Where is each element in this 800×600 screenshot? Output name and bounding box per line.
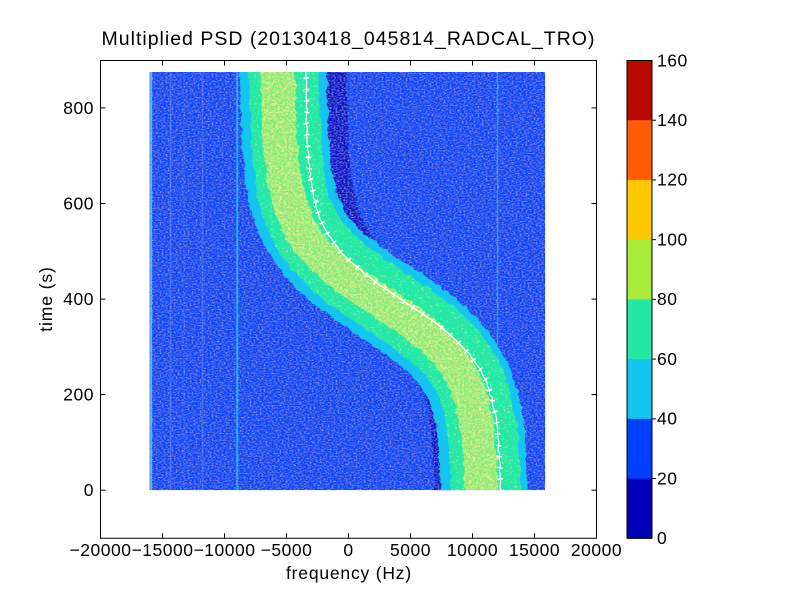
svg-text:Multiplied PSD (20130418_04581: Multiplied PSD (20130418_045814_RADCAL_T… [102, 28, 596, 50]
svg-text:0: 0 [657, 528, 667, 548]
svg-text:0: 0 [343, 540, 353, 560]
svg-text:160: 160 [657, 50, 688, 70]
svg-text:120: 120 [657, 170, 688, 190]
svg-text:−15000: −15000 [132, 540, 194, 560]
svg-text:10000: 10000 [447, 540, 498, 560]
svg-text:40: 40 [657, 409, 677, 429]
svg-text:20000: 20000 [571, 540, 622, 560]
svg-text:15000: 15000 [509, 540, 560, 560]
svg-text:−20000: −20000 [70, 540, 132, 560]
svg-text:−5000: −5000 [261, 540, 313, 560]
svg-text:60: 60 [657, 349, 677, 369]
svg-text:80: 80 [657, 289, 677, 309]
svg-text:100: 100 [657, 229, 688, 249]
svg-text:frequency (Hz): frequency (Hz) [286, 563, 412, 583]
svg-text:600: 600 [63, 194, 94, 214]
svg-text:5000: 5000 [390, 540, 431, 560]
svg-text:time (s): time (s) [36, 266, 56, 332]
svg-text:0: 0 [84, 480, 94, 500]
svg-text:20: 20 [657, 468, 677, 488]
svg-text:400: 400 [63, 289, 94, 309]
svg-text:140: 140 [657, 110, 688, 130]
svg-text:−10000: −10000 [194, 540, 256, 560]
svg-text:200: 200 [63, 385, 94, 405]
svg-text:800: 800 [63, 98, 94, 118]
